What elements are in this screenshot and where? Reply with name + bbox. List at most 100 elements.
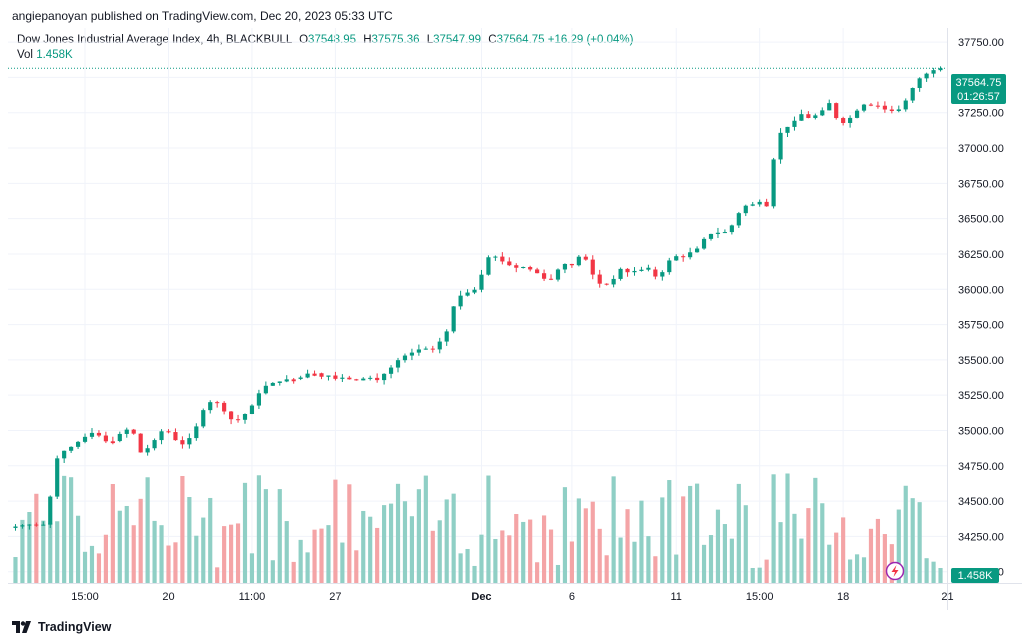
candle-body xyxy=(166,431,171,433)
volume-bar xyxy=(541,515,547,583)
candle-body xyxy=(27,524,32,526)
candle-body xyxy=(242,414,248,420)
price-axis-tick-label: 36750.00 xyxy=(958,178,1004,190)
volume-bar xyxy=(430,530,435,583)
volume-bar xyxy=(493,538,498,583)
candle-body xyxy=(263,385,268,394)
volume-bar xyxy=(799,538,804,583)
volume-bar xyxy=(166,545,171,583)
volume-bar xyxy=(743,505,748,583)
candle-body xyxy=(750,204,755,206)
volume-bar xyxy=(764,559,769,583)
candle-body xyxy=(89,432,95,437)
time-axis-tick-label: 6 xyxy=(569,591,575,603)
volume-bar xyxy=(229,524,234,583)
volume-bar xyxy=(472,565,477,583)
candle-body xyxy=(479,274,484,290)
candle-body xyxy=(576,256,581,266)
volume-bar xyxy=(750,567,755,583)
candle-body xyxy=(284,379,289,382)
volume-bars xyxy=(13,473,943,583)
volume-bar xyxy=(96,553,102,583)
candle-body xyxy=(361,378,366,381)
legend-vol-label[interactable]: Vol xyxy=(17,49,33,61)
candle-body xyxy=(319,373,324,377)
price-axis-tick-label: 36000.00 xyxy=(958,284,1004,296)
candle-body xyxy=(729,225,734,233)
candle-body xyxy=(103,435,108,442)
candle-body xyxy=(437,341,442,350)
volume-bar xyxy=(458,553,463,583)
candle-body xyxy=(562,263,568,270)
candle-body xyxy=(764,201,769,207)
volume-bar xyxy=(444,499,449,583)
candle-body xyxy=(875,105,881,107)
candle-body xyxy=(13,526,18,528)
tradingview-logo[interactable]: TradingView xyxy=(12,620,111,634)
candle-body xyxy=(708,233,714,239)
legend-close-value: 37564.75 xyxy=(496,34,545,46)
candle-body xyxy=(117,433,122,442)
candle-body xyxy=(312,373,317,376)
candle-body xyxy=(298,377,303,379)
candle-body xyxy=(55,458,60,497)
volume-bar xyxy=(249,553,255,583)
time-axis-tick-label: 11 xyxy=(671,591,682,603)
candle-body xyxy=(792,120,797,127)
volume-bar xyxy=(618,537,623,583)
volume-bar xyxy=(305,552,310,583)
price-axis-tick-label: 34250.00 xyxy=(958,531,1004,543)
volume-bar xyxy=(695,483,700,583)
candle-body xyxy=(472,289,477,293)
legend-open-value: 37548.95 xyxy=(308,34,357,46)
volume-bar xyxy=(820,503,825,583)
volume-bar xyxy=(903,485,908,583)
candle-body xyxy=(528,266,533,270)
volume-bar xyxy=(117,510,122,583)
volume-bar xyxy=(416,489,421,583)
candle-body xyxy=(180,440,185,445)
volume-bar xyxy=(451,493,456,583)
price-axis[interactable]: 34000.0034250.0034500.0034750.0035000.00… xyxy=(958,37,1004,579)
volume-bar xyxy=(597,528,602,583)
candle-body xyxy=(854,110,860,118)
candle-body xyxy=(841,118,846,123)
volume-bar xyxy=(173,542,178,583)
volume-bar xyxy=(931,561,936,583)
candle-body xyxy=(62,450,67,459)
volume-bar xyxy=(785,473,790,583)
volume-bar xyxy=(319,528,324,583)
candle-body xyxy=(813,115,818,118)
time-axis[interactable]: 15:00 20 11:00 27 Dec 6 11 15:00 18 21 xyxy=(71,591,953,603)
candle-body xyxy=(799,114,804,121)
candle-body xyxy=(583,256,588,260)
candle-body xyxy=(910,88,915,101)
volume-bar xyxy=(41,520,46,583)
price-axis-tick-label: 37250.00 xyxy=(958,108,1004,120)
candle-body xyxy=(423,348,428,350)
volume-tag-value: 1.458K xyxy=(958,570,994,582)
volume-bar xyxy=(131,525,136,583)
volume-bar xyxy=(55,521,60,583)
volume-bar xyxy=(354,550,359,583)
candle-body xyxy=(145,448,150,453)
legend-symbol[interactable]: Dow Jones Industrial Average Index, 4h, … xyxy=(17,34,292,46)
candle-body xyxy=(667,260,672,273)
candlestick-series xyxy=(13,66,943,531)
lightning-icon[interactable] xyxy=(885,561,905,581)
volume-bar xyxy=(256,475,261,583)
volume-bar xyxy=(792,513,797,583)
candle-body xyxy=(861,104,867,111)
candle-body xyxy=(806,114,811,118)
candle-body xyxy=(569,263,574,266)
time-axis-tick-label: 15:00 xyxy=(746,591,774,603)
candle-body xyxy=(444,331,449,342)
candle-body xyxy=(868,104,874,106)
chart-legend: Dow Jones Industrial Average Index, 4h, … xyxy=(17,33,633,63)
volume-bar xyxy=(722,524,727,583)
volume-bar xyxy=(263,489,268,583)
price-axis-tick-label: 35750.00 xyxy=(958,320,1004,332)
legend-c-label: C xyxy=(488,34,497,46)
volume-bar xyxy=(834,532,839,583)
